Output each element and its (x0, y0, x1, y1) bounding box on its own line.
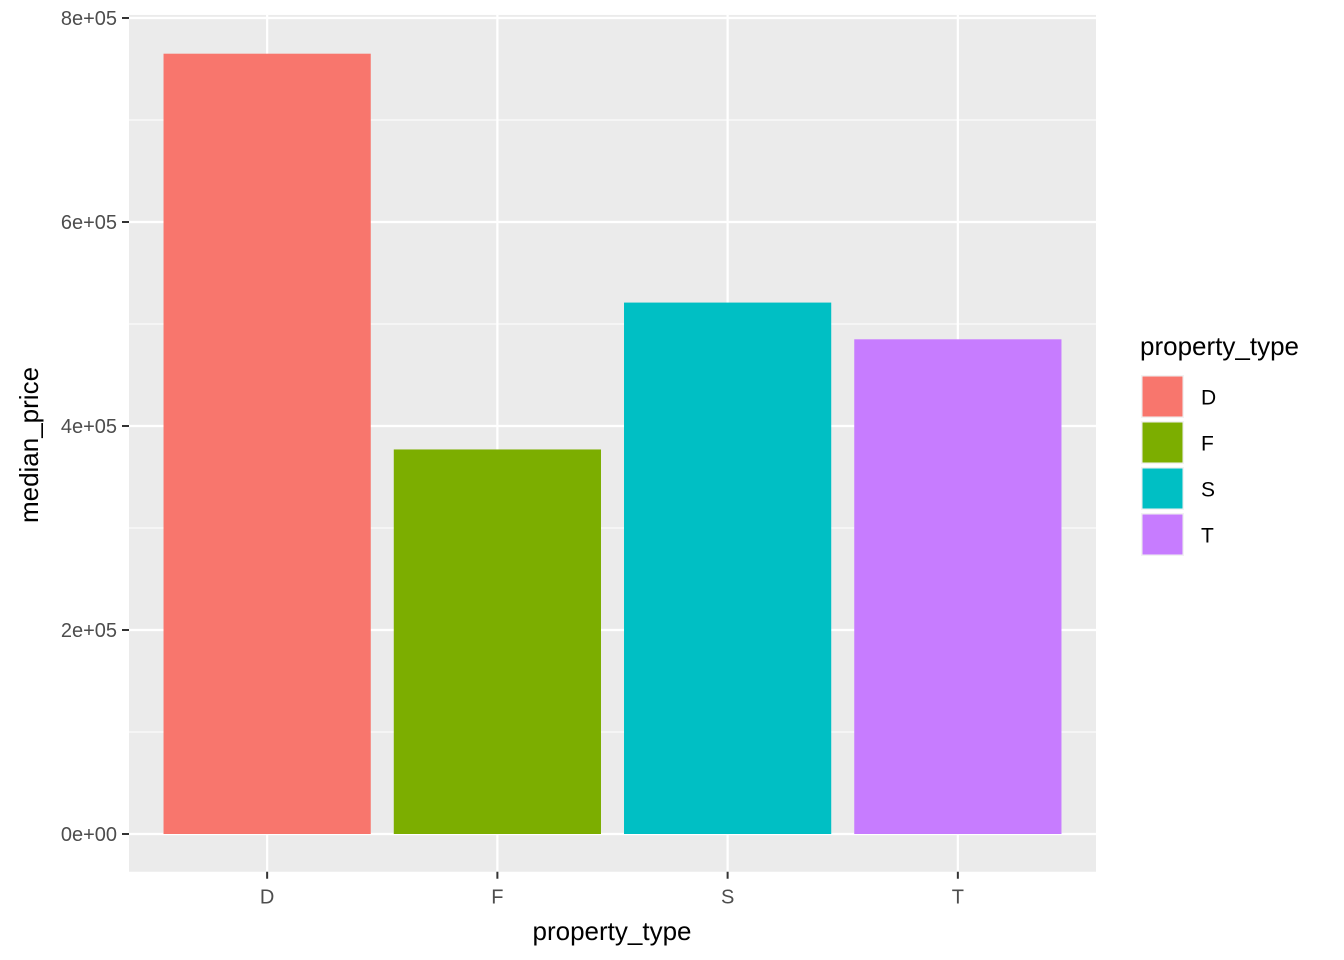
x-tick-label: D (260, 887, 274, 909)
legend-swatch-f (1142, 422, 1183, 463)
y-tick-label: 8e+05 (61, 8, 117, 30)
bar-f (393, 449, 601, 834)
x-tick-label: S (721, 887, 734, 909)
legend-label: F (1201, 433, 1214, 456)
legend-title: property_type (1140, 331, 1299, 361)
legend-swatch-s (1142, 468, 1183, 509)
y-tick-label: 4e+05 (61, 416, 117, 438)
legend-label: S (1201, 479, 1215, 502)
legend-swatch-d (1142, 376, 1183, 417)
legend-label: D (1201, 387, 1216, 410)
bar-t (854, 339, 1062, 834)
bar-d (163, 53, 371, 834)
y-tick-label: 2e+05 (61, 620, 117, 642)
legend-label: T (1201, 525, 1214, 548)
y-tick-label: 6e+05 (61, 212, 117, 234)
y-axis: 0e+00 2e+05 4e+05 6e+05 8e+05 (61, 8, 129, 846)
x-tick-label: F (491, 887, 503, 909)
bar-s (624, 302, 832, 835)
y-tick-label: 0e+00 (61, 824, 117, 846)
bars (163, 53, 1062, 835)
y-axis-title: median_price (14, 367, 44, 523)
x-axis-title: property_type (533, 916, 692, 946)
x-tick-label: T (952, 887, 964, 909)
legend-swatch-t (1142, 514, 1183, 555)
